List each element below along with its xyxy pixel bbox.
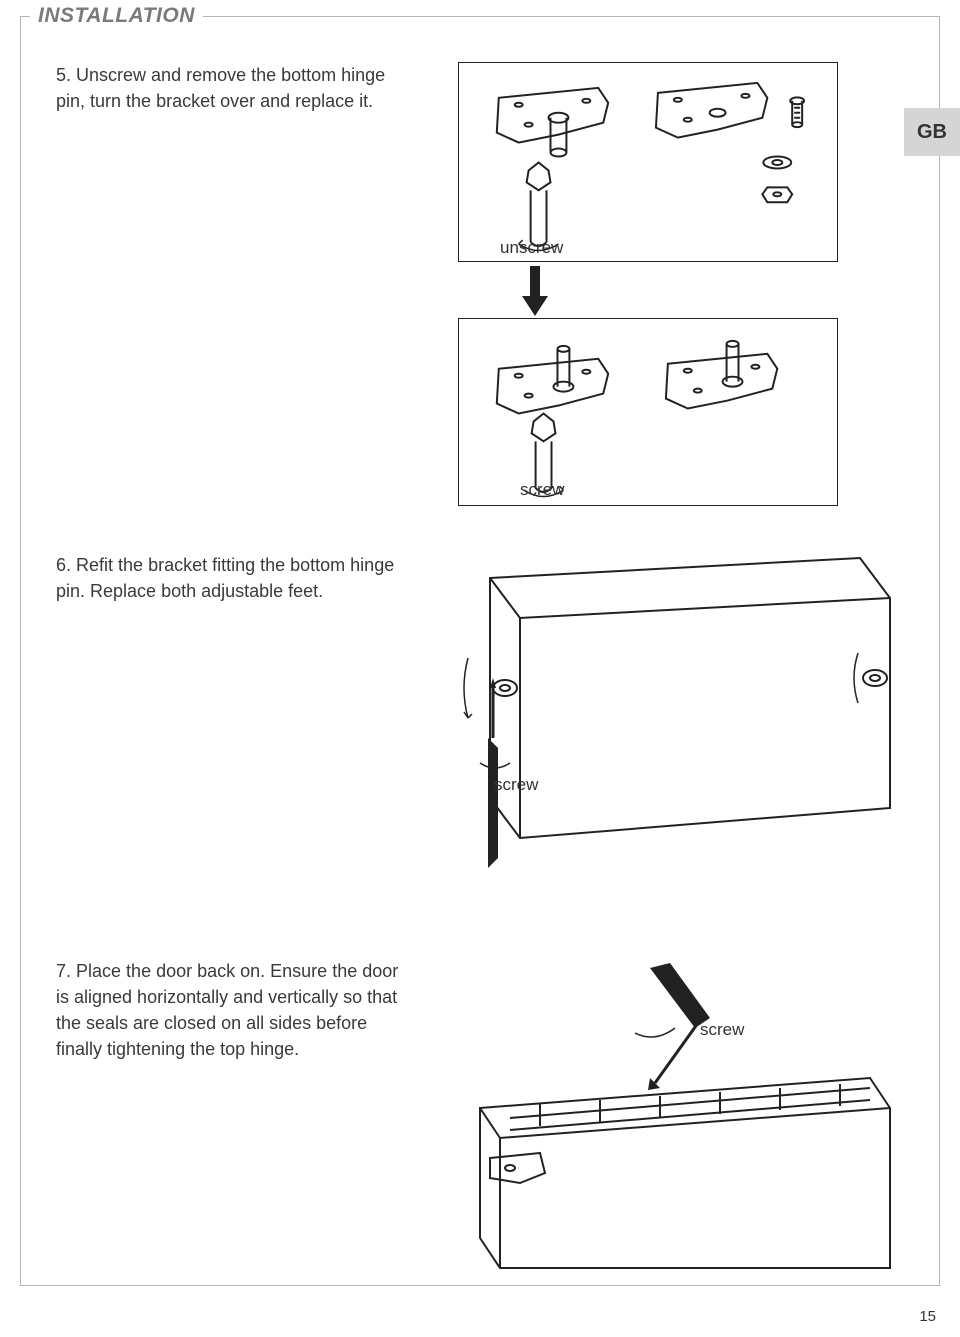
diagram-step-6	[450, 548, 900, 908]
label-screw-1: screw	[520, 480, 564, 500]
label-screw-3: screw	[700, 1020, 744, 1040]
step-6-text: 6. Refit the bracket fitting the bottom …	[56, 552, 416, 604]
section-title: INSTALLATION	[30, 4, 203, 28]
page-number: 15	[919, 1308, 936, 1325]
label-unscrew: unscrew	[500, 238, 563, 258]
language-tab: GB	[904, 108, 960, 156]
step-5-num: 5.	[56, 65, 71, 85]
step-5-body: Unscrew and remove the bottom hinge pin,…	[56, 65, 385, 111]
step-6-num: 6.	[56, 555, 71, 575]
step-6-body: Refit the bracket fitting the bottom hin…	[56, 555, 394, 601]
diagram-unscrew-box	[458, 62, 838, 262]
diagram-screw-box	[458, 318, 838, 506]
step-7-body: Place the door back on. Ensure the door …	[56, 961, 398, 1059]
step-7-num: 7.	[56, 961, 71, 981]
step-7-text: 7. Place the door back on. Ensure the do…	[56, 958, 416, 1062]
step-5-text: 5. Unscrew and remove the bottom hinge p…	[56, 62, 416, 114]
diagram-screw-svg	[459, 319, 837, 506]
arrow-down-icon	[520, 266, 550, 316]
diagram-unscrew-svg	[459, 63, 837, 262]
label-screw-2: screw	[494, 775, 538, 795]
diagram-step-7	[450, 958, 900, 1278]
